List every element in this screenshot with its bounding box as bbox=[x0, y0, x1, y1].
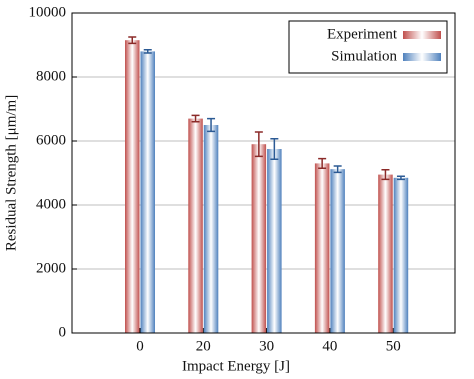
legend-swatch bbox=[403, 53, 441, 61]
y-tick-label: 4000 bbox=[36, 196, 66, 212]
error-bar bbox=[254, 131, 263, 158]
plot-frame bbox=[71, 12, 456, 334]
bar bbox=[314, 163, 330, 333]
bar bbox=[125, 40, 140, 333]
x-axis-label: Impact Energy [J] bbox=[182, 358, 290, 374]
legend-label: Simulation bbox=[331, 48, 397, 64]
error-bar bbox=[381, 169, 390, 181]
error-bar bbox=[191, 114, 200, 123]
error-bar bbox=[333, 165, 342, 174]
legend-label: Experiment bbox=[327, 26, 398, 42]
bar bbox=[203, 125, 219, 333]
bar bbox=[378, 174, 393, 333]
x-tick-label: 0 bbox=[136, 338, 144, 354]
x-tick-label: 20 bbox=[196, 338, 211, 354]
bar bbox=[140, 51, 155, 334]
x-tick-label: 40 bbox=[322, 338, 337, 354]
bar bbox=[330, 169, 345, 333]
legend-swatch bbox=[403, 31, 441, 39]
bar bbox=[251, 144, 267, 333]
legend-box bbox=[288, 20, 448, 74]
bar bbox=[188, 118, 203, 333]
x-tick-label: 30 bbox=[259, 338, 274, 354]
error-bar bbox=[143, 49, 152, 54]
error-bar bbox=[270, 138, 279, 160]
y-tick-label: 0 bbox=[59, 324, 67, 340]
y-tick-label: 2000 bbox=[36, 260, 66, 276]
error-bar bbox=[207, 117, 216, 133]
x-tick-label: 50 bbox=[386, 338, 401, 354]
error-bar bbox=[318, 157, 327, 169]
y-tick-label: 6000 bbox=[36, 132, 66, 148]
y-axis-label: Residual Strength [μm/m] bbox=[3, 95, 19, 251]
error-bar bbox=[396, 175, 405, 181]
bar bbox=[267, 149, 282, 333]
bar bbox=[393, 177, 409, 333]
error-bar bbox=[128, 36, 137, 45]
y-tick-label: 10000 bbox=[29, 4, 67, 20]
legend: Experiment Simulation bbox=[288, 20, 448, 74]
y-tick-label: 8000 bbox=[36, 68, 66, 84]
